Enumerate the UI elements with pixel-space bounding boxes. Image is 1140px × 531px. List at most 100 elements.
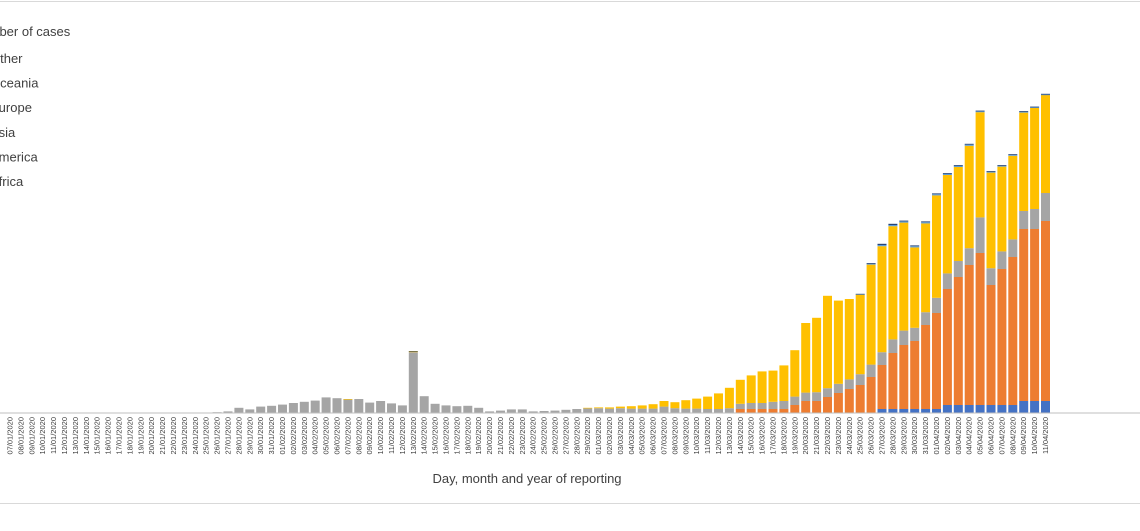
bar-europe-30-03-2020 — [910, 247, 920, 328]
x-tick-20-02-2020: 20/02/2020 — [485, 417, 494, 455]
bar-africa-06-04-2020 — [986, 405, 996, 413]
x-tick-10-03-2020: 10/03/2020 — [692, 417, 701, 455]
legend-label-other: Other — [0, 51, 23, 66]
bar-europe-17-03-2020 — [768, 370, 778, 402]
x-tick-15-02-2020: 15/02/2020 — [431, 417, 440, 455]
legend-label-africa: Africa — [0, 174, 24, 189]
bar-asia-10-02-2020 — [376, 401, 386, 413]
bar-america-11-04-2020 — [1041, 221, 1050, 401]
bar-asia-22-03-2020 — [823, 388, 832, 397]
bar-america-20-03-2020 — [801, 401, 811, 413]
x-tick-10-02-2020: 10/02/2020 — [376, 417, 385, 455]
bar-asia-05-02-2020 — [321, 397, 331, 413]
bar-asia-16-02-2020 — [441, 405, 451, 413]
x-tick-13-03-2020: 13/03/2020 — [725, 417, 734, 455]
bar-oceania-08-04-2020 — [1008, 155, 1018, 156]
legend-label-europe: Europe — [0, 100, 32, 115]
x-tick-31-03-2020: 31/03/2020 — [921, 417, 930, 455]
bar-oceania-06-04-2020 — [986, 171, 996, 173]
bar-oceania-28-03-2020 — [888, 225, 898, 227]
bar-asia-29-01-2020 — [245, 409, 255, 413]
x-tick-03-03-2020: 03/03/2020 — [616, 417, 625, 455]
bar-africa-03-04-2020 — [953, 405, 963, 413]
bar-asia-06-03-2020 — [648, 408, 658, 413]
bar-asia-24-02-2020 — [528, 411, 538, 413]
bar-europe-03-03-2020 — [615, 406, 625, 409]
bar-africa-09-04-2020 — [1019, 401, 1029, 413]
bar-europe-18-03-2020 — [779, 365, 789, 401]
bar-oceania-03-04-2020 — [953, 165, 963, 167]
bar-europe-28-03-2020 — [888, 226, 898, 340]
x-tick-19-03-2020: 19/03/2020 — [790, 417, 799, 455]
bar-europe-13-03-2020 — [724, 387, 734, 409]
bar-europe-03-04-2020 — [953, 167, 963, 261]
bar-asia-21-03-2020 — [812, 392, 822, 401]
x-tick-11-02-2020: 11/02/2020 — [387, 417, 396, 454]
bar-europe-29-03-2020 — [899, 222, 909, 331]
bar-asia-19-03-2020 — [790, 396, 800, 405]
x-tick-17-02-2020: 17/02/2020 — [452, 417, 461, 455]
bar-asia-09-04-2020 — [1019, 211, 1029, 229]
bar-europe-10-04-2020 — [1030, 107, 1040, 209]
x-tick-07-04-2020: 07/04/2020 — [997, 417, 1006, 455]
legend-label-asia: Asia — [0, 125, 16, 140]
bar-america-29-03-2020 — [899, 345, 909, 409]
bar-asia-26-02-2020 — [550, 410, 560, 413]
x-tick-16-01-2020: 16/01/2020 — [104, 417, 113, 455]
bar-asia-07-03-2020 — [659, 406, 669, 413]
x-tick-15-01-2020: 15/01/2020 — [93, 417, 102, 455]
bar-asia-25-02-2020 — [539, 411, 549, 413]
bar-europe-06-04-2020 — [986, 172, 996, 269]
x-tick-03-02-2020: 03/02/2020 — [300, 417, 309, 455]
bar-europe-11-04-2020 — [1041, 95, 1050, 193]
bar-europe-29-02-2020 — [583, 407, 593, 409]
bar-asia-08-02-2020 — [354, 399, 364, 413]
bar-other-09-04-2020 — [1019, 111, 1029, 112]
bar-asia-12-03-2020 — [714, 409, 723, 413]
x-tick-08-04-2020: 08/04/2020 — [1008, 417, 1017, 455]
x-tick-31-01-2020: 31/01/2020 — [267, 417, 276, 455]
bar-asia-20-02-2020 — [485, 411, 495, 413]
x-tick-07-02-2020: 07/02/2020 — [343, 417, 352, 455]
x-tick-24-03-2020: 24/03/2020 — [845, 417, 854, 455]
x-tick-29-03-2020: 29/03/2020 — [899, 417, 908, 455]
x-tick-08-01-2020: 08/01/2020 — [16, 417, 25, 455]
x-tick-23-01-2020: 23/01/2020 — [180, 417, 189, 455]
bar-oceania-07-04-2020 — [997, 165, 1007, 167]
x-tick-02-04-2020: 02/04/2020 — [943, 417, 952, 455]
bar-africa-28-03-2020 — [888, 409, 898, 413]
x-tick-14-02-2020: 14/02/2020 — [420, 417, 429, 455]
x-tick-13-02-2020: 13/02/2020 — [409, 417, 418, 455]
x-tick-29-02-2020: 29/02/2020 — [583, 417, 592, 455]
x-tick-30-03-2020: 30/03/2020 — [910, 417, 919, 455]
bar-other-11-04-2020 — [1041, 93, 1050, 95]
x-tick-25-02-2020: 25/02/2020 — [540, 417, 549, 455]
y-axis-label: Number of cases — [0, 24, 71, 39]
bar-asia-11-03-2020 — [703, 409, 713, 413]
bar-europe-13-02-2020 — [408, 351, 418, 353]
x-tick-28-02-2020: 28/02/2020 — [572, 417, 581, 455]
x-tick-11-03-2020: 11/03/2020 — [703, 417, 712, 454]
bar-asia-03-03-2020 — [615, 408, 625, 413]
x-tick-01-02-2020: 01/02/2020 — [278, 417, 287, 455]
bar-asia-12-02-2020 — [397, 405, 407, 413]
bar-asia-18-03-2020 — [779, 401, 789, 409]
x-tick-14-03-2020: 14/03/2020 — [736, 417, 745, 455]
bar-asia-07-02-2020 — [343, 399, 353, 413]
bar-europe-20-03-2020 — [801, 323, 811, 393]
bar-europe-05-03-2020 — [637, 405, 647, 409]
bar-europe-02-03-2020 — [605, 407, 614, 409]
bar-other-02-04-2020 — [942, 173, 952, 174]
x-tick-12-03-2020: 12/03/2020 — [714, 417, 723, 455]
x-tick-01-04-2020: 01/04/2020 — [932, 417, 941, 455]
x-tick-09-03-2020: 09/03/2020 — [681, 417, 690, 455]
bar-other-31-03-2020 — [921, 221, 931, 223]
bar-asia-28-03-2020 — [888, 339, 898, 353]
bar-europe-04-04-2020 — [964, 145, 974, 249]
bar-asia-26-03-2020 — [866, 364, 876, 377]
bar-other-06-04-2020 — [986, 171, 996, 172]
bar-africa-10-04-2020 — [1030, 401, 1040, 413]
bar-america-23-03-2020 — [833, 393, 843, 413]
x-tick-18-01-2020: 18/01/2020 — [125, 417, 134, 455]
